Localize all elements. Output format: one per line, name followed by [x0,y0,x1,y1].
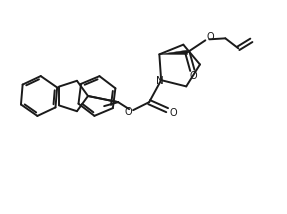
Text: N: N [156,76,164,86]
Text: O: O [207,32,214,42]
Text: O: O [169,108,177,118]
Text: O: O [189,71,197,81]
Polygon shape [159,50,187,55]
Text: O: O [124,107,132,117]
